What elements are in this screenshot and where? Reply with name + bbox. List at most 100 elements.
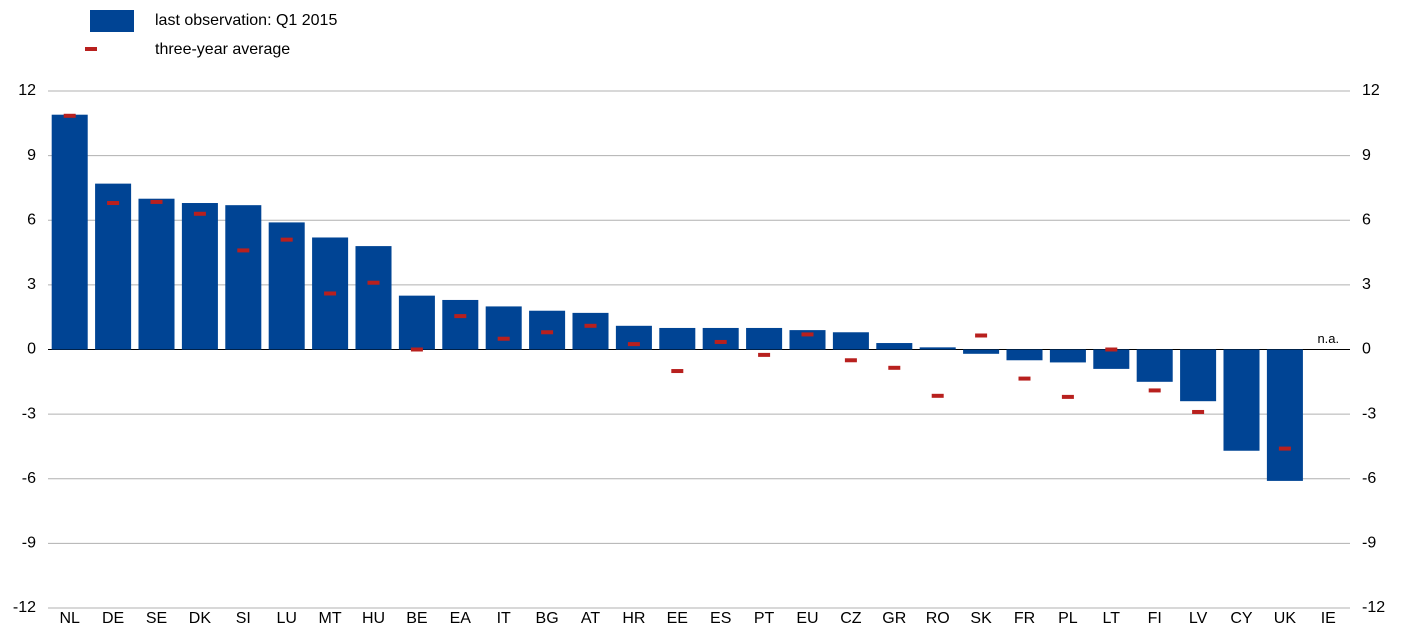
average-marker [1148,388,1161,393]
bar [529,310,566,350]
average-marker [714,339,727,344]
bar [442,299,479,350]
bar [181,203,218,350]
y-tick-label: -9 [22,535,36,552]
y-tick-label: 0 [27,341,36,358]
average-marker [1278,446,1291,451]
bar [268,222,305,350]
x-tick-label: EE [667,610,688,627]
y-tick-label: -12 [13,599,36,616]
x-tick-label: AT [581,610,600,627]
annotation: n.a. [1317,331,1339,346]
bar [1266,349,1303,481]
x-tick-label: DK [189,610,212,627]
bar [51,114,88,350]
x-tick-label: HU [362,610,385,627]
average-marker [150,199,163,204]
bar [832,332,869,350]
average-marker [584,323,597,328]
x-tick-label: NL [59,610,80,627]
average-marker [497,336,510,341]
average-marker [975,333,988,338]
average-marker [1061,394,1074,399]
x-tick-label: CZ [840,610,862,627]
legend-swatch-marker [85,47,97,51]
bar [1093,349,1130,369]
bar [1223,349,1260,451]
y2-tick-label: -12 [1362,599,1385,616]
x-tick-label: IT [497,610,511,627]
bar [1180,349,1217,402]
x-tick-label: SK [970,610,992,627]
average-marker [237,248,250,253]
x-tick-label: HR [622,610,645,627]
y-tick-label: 9 [27,147,36,164]
bar [789,330,826,350]
bar [1049,349,1086,363]
average-marker [1018,376,1031,381]
x-tick-label: DE [102,610,124,627]
x-tick-label: EU [796,610,818,627]
x-tick-label: GR [882,610,906,627]
bar [1006,349,1043,361]
x-tick-label: ES [710,610,731,627]
y-tick-label: -6 [22,470,36,487]
x-tick-label: PT [754,610,775,627]
bar [355,246,392,350]
y-tick-label: 3 [27,276,36,293]
x-tick-label: MT [319,610,342,627]
x-tick-label: RO [926,610,950,627]
average-marker [758,352,771,357]
average-marker [324,291,337,296]
x-tick-label: LU [276,610,296,627]
x-tick-label: SI [236,610,251,627]
average-marker [367,280,380,285]
bar [572,312,609,350]
y-tick-label: -3 [22,405,36,422]
bar [225,205,262,350]
bar [659,327,696,350]
y-tick-label: 12 [18,82,36,99]
average-marker [410,347,423,352]
y2-tick-label: 3 [1362,276,1371,293]
legend-swatch-bar [90,10,134,32]
bar [919,347,956,350]
y2-tick-label: 12 [1362,82,1380,99]
average-marker [1105,347,1118,352]
x-tick-label: PL [1058,610,1078,627]
bar [1136,349,1173,382]
y2-tick-label: -6 [1362,470,1376,487]
x-tick-label: BE [406,610,427,627]
average-marker [888,365,901,370]
bar [876,343,913,350]
y2-tick-label: 9 [1362,147,1371,164]
average-marker [454,314,467,319]
legend-label: three-year average [155,41,290,58]
bar [615,325,652,350]
y2-tick-label: 0 [1362,341,1371,358]
bar [746,327,783,350]
y2-tick-label: -3 [1362,405,1376,422]
x-tick-label: FR [1014,610,1035,627]
average-marker [107,201,120,206]
x-tick-label: SE [146,610,167,627]
x-tick-label: UK [1274,610,1297,627]
x-tick-label: FI [1148,610,1162,627]
average-marker [931,393,944,398]
average-marker [541,330,554,335]
average-marker [193,211,206,216]
x-tick-label: EA [450,610,472,627]
average-marker [844,358,857,363]
average-marker [63,113,76,118]
bar [138,198,175,350]
average-marker [627,342,640,347]
x-tick-label: BG [536,610,559,627]
average-marker [671,369,684,374]
average-marker [1192,409,1205,414]
bar [702,327,739,350]
y2-tick-label: -9 [1362,535,1376,552]
y-tick-label: 6 [27,211,36,228]
bar [398,295,435,350]
average-marker [801,332,814,337]
